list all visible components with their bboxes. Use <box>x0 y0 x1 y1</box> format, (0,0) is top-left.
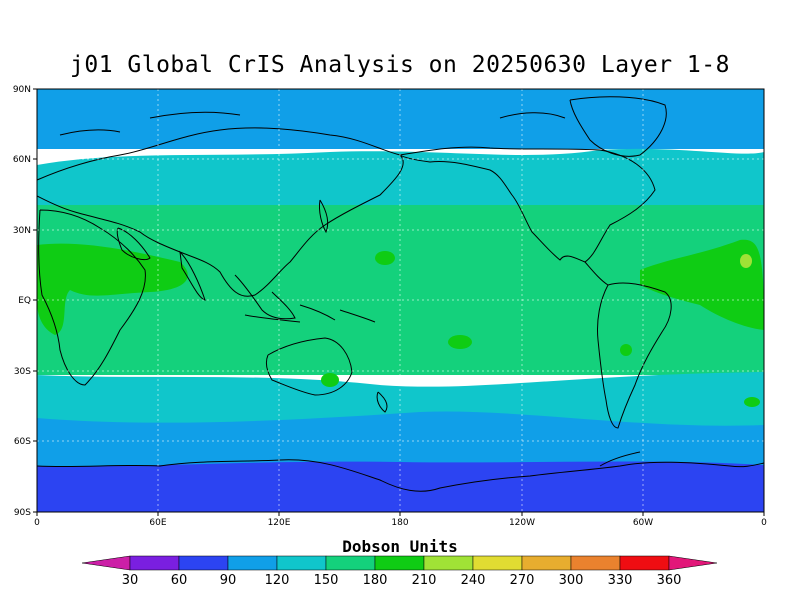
lon-label: 0 <box>34 518 40 528</box>
colorbar-segment <box>276 555 327 571</box>
coast-antarctic-peninsula <box>599 451 641 467</box>
lat-label: 90S <box>14 508 31 518</box>
colorbar-tick-label: 180 <box>363 573 388 588</box>
lon-label: 0 <box>761 518 767 528</box>
colorbar-tick-label: 300 <box>559 573 584 588</box>
colorbar-tick-label: 360 <box>657 573 682 588</box>
lat-label: 60S <box>14 437 31 447</box>
colorbar-tick-label: 60 <box>171 573 188 588</box>
colorbar-arrow-low <box>81 555 131 571</box>
colorbar-tick-label: 150 <box>314 573 339 588</box>
band-antarctic <box>37 461 764 512</box>
colorbar-segment <box>129 555 180 571</box>
grid-lines <box>37 89 764 512</box>
colorbar-segment <box>227 555 278 571</box>
colorbar-tick-label: 210 <box>412 573 437 588</box>
patch-atlantic-180 <box>640 239 764 330</box>
colorbar-segment <box>325 555 376 571</box>
lat-label: 30N <box>13 226 31 236</box>
lat-label: 30S <box>14 367 31 377</box>
coast-india <box>179 250 206 301</box>
coast-eurasia <box>36 127 404 297</box>
coast-north-america <box>399 146 656 263</box>
coast-australia <box>265 337 353 396</box>
lon-labels: 0 60E 120E 180 120W 60W 0 <box>34 518 767 528</box>
coast-arctic-islands <box>59 111 566 136</box>
colorbar-segment <box>521 555 572 571</box>
lat-labels: 90N 60N 30N EQ 30S 60S 90S <box>13 85 31 518</box>
map-field <box>36 88 765 513</box>
patch-central-180 <box>375 251 395 265</box>
axis-ticks <box>33 88 765 516</box>
colorbar-tick-label: 120 <box>265 573 290 588</box>
colorbar-segment <box>570 555 621 571</box>
colorbar-tick-label: 330 <box>608 573 633 588</box>
colorbar-tick-label: 270 <box>510 573 535 588</box>
colorbar-tick-label: 90 <box>220 573 237 588</box>
patch-africa-180 <box>37 243 188 335</box>
colorbar-segment <box>178 555 229 571</box>
lat-label: EQ <box>18 296 31 306</box>
lon-label: 120W <box>509 518 535 528</box>
coast-south-america <box>597 282 672 429</box>
lon-label: 180 <box>391 518 408 528</box>
patch-pacific-180 <box>448 335 472 349</box>
colorbar-arrow-high <box>668 555 718 571</box>
patch-southatl-180 <box>744 397 760 407</box>
colorbar <box>81 555 718 571</box>
lon-label: 60W <box>633 518 653 528</box>
patch-sa-180 <box>620 344 632 356</box>
coast-arabia <box>116 227 151 261</box>
colorbar-segment <box>619 555 670 571</box>
coastlines <box>36 96 765 492</box>
lat-label: 90N <box>13 85 31 95</box>
colorbar-segment <box>423 555 474 571</box>
colorbar-tick-label: 30 <box>122 573 139 588</box>
patch-atl-210 <box>740 254 752 268</box>
coast-antarctica <box>36 459 765 492</box>
coast-indonesia <box>244 304 376 323</box>
colorbar-segment <box>472 555 523 571</box>
coast-greenland <box>569 96 667 157</box>
band-south-mid <box>37 372 764 432</box>
coast-central-america <box>584 261 609 286</box>
map-title: j01 Global CrIS Analysis on 20250630 Lay… <box>70 52 730 78</box>
patch-australia-180 <box>321 373 339 387</box>
coast-japan <box>319 199 329 234</box>
coast-se-asia <box>234 274 296 320</box>
lat-label: 60N <box>13 155 31 165</box>
colorbar-tick-labels: 30 60 90 120 150 180 210 240 270 300 330 360 <box>122 573 682 588</box>
lon-label: 60E <box>149 518 166 528</box>
colorbar-label: Dobson Units <box>342 537 458 556</box>
lon-label: 120E <box>268 518 291 528</box>
coast-nz <box>376 391 388 413</box>
band-north-mid <box>37 148 764 215</box>
colorbar-segment <box>374 555 425 571</box>
colorbar-tick-label: 240 <box>461 573 486 588</box>
